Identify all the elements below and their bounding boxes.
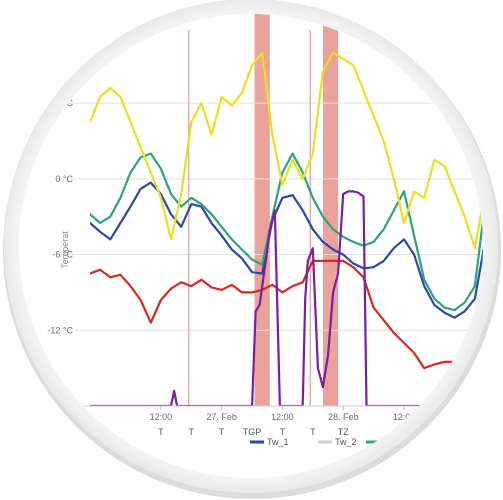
legend-label-1: Tw_2 [335,437,357,447]
y-axis-title: Temperat [60,231,70,269]
event-marker-5: T [310,427,316,437]
x-tick-label-5: 1 [462,412,467,422]
event-marker-4: T [280,427,286,437]
x-tick-label-4: 12:00 [393,412,416,422]
y-tick-label-2: -6 °C [52,250,73,260]
y-tick-label-1: 0 °C [55,174,73,184]
series-layer [90,51,483,406]
event-marker-8: T [432,427,438,437]
x-tick-label-0: 12:00 [150,412,173,422]
event-lines [188,30,311,406]
event-marker-0: T [158,427,164,437]
series-line-0 [90,181,483,319]
x-tick-label-3: 28. Feb [328,412,359,422]
event-marker-3: TGP [243,427,262,437]
y-tick-label-3: -12 °C [47,325,73,335]
event-marker-6: TZ [338,427,349,437]
series-line-4 [90,190,483,406]
event-marker-1: T [189,427,195,437]
event-band-1 [322,14,339,406]
series-line-2 [90,51,483,250]
legend-label-0: Tw_1 [267,437,289,447]
series-line-1 [90,152,483,312]
event-bands [254,14,339,406]
series-line-3 [90,259,483,370]
event-marker-2: T [219,427,225,437]
x-tick-label-2: 12:00 [271,412,294,422]
x-tick-label-1: 27. Feb [206,412,237,422]
